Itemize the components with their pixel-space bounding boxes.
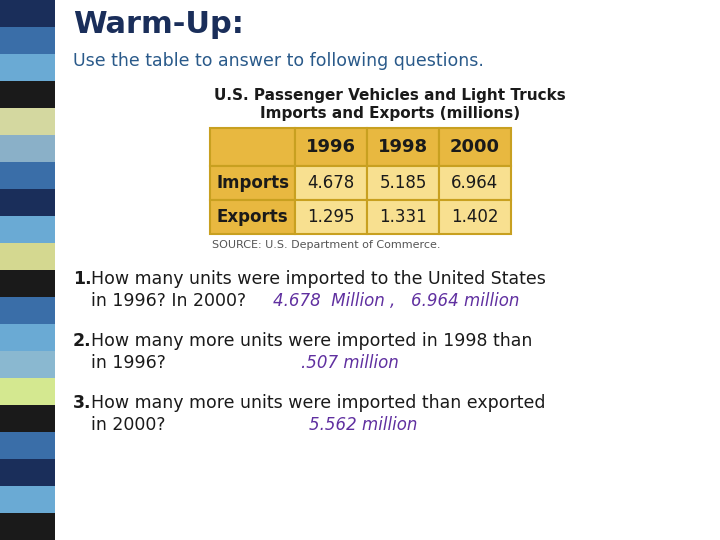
Text: Imports: Imports: [216, 174, 289, 192]
Bar: [295, 128, 367, 166]
Bar: [0, 0, 55, 27]
Text: .507 million: .507 million: [301, 354, 399, 372]
Bar: [367, 166, 439, 200]
Bar: [0, 27, 55, 54]
Bar: [0, 459, 55, 486]
Bar: [210, 128, 295, 166]
Bar: [0, 189, 55, 216]
Bar: [367, 200, 439, 234]
Text: 1.: 1.: [73, 270, 91, 288]
Bar: [439, 200, 511, 234]
Bar: [295, 166, 367, 200]
Text: 4.678  Million ,   6.964 million: 4.678 Million , 6.964 million: [273, 292, 519, 310]
Text: 2.: 2.: [73, 332, 91, 350]
Text: U.S. Passenger Vehicles and Light Trucks: U.S. Passenger Vehicles and Light Trucks: [214, 88, 566, 103]
Bar: [367, 128, 439, 166]
Text: 1.295: 1.295: [307, 208, 355, 226]
Text: Exports: Exports: [217, 208, 288, 226]
Bar: [0, 54, 55, 81]
Bar: [295, 200, 367, 234]
Bar: [0, 108, 55, 135]
Text: Warm-Up:: Warm-Up:: [73, 10, 244, 39]
Text: How many more units were imported in 1998 than: How many more units were imported in 199…: [91, 332, 532, 350]
Bar: [0, 162, 55, 189]
Text: in 2000?: in 2000?: [91, 416, 166, 434]
Text: 3.: 3.: [73, 394, 91, 412]
Bar: [0, 405, 55, 432]
Text: in 1996?: in 1996?: [91, 354, 166, 372]
Bar: [0, 378, 55, 405]
Text: How many more units were imported than exported: How many more units were imported than e…: [91, 394, 546, 412]
Text: 1.331: 1.331: [379, 208, 427, 226]
Text: Imports and Exports (millions): Imports and Exports (millions): [260, 106, 520, 121]
Bar: [0, 432, 55, 459]
Bar: [210, 200, 295, 234]
Bar: [0, 513, 55, 540]
Text: SOURCE: U.S. Department of Commerce.: SOURCE: U.S. Department of Commerce.: [212, 240, 441, 250]
Bar: [0, 243, 55, 270]
Text: 5.562 million: 5.562 million: [309, 416, 418, 434]
Text: 5.185: 5.185: [379, 174, 427, 192]
Text: 6.964: 6.964: [451, 174, 499, 192]
Bar: [0, 324, 55, 351]
Text: 1996: 1996: [306, 138, 356, 156]
Bar: [0, 81, 55, 108]
Text: in 1996? In 2000?: in 1996? In 2000?: [91, 292, 246, 310]
Bar: [0, 486, 55, 513]
Text: 1.402: 1.402: [451, 208, 499, 226]
Text: 1998: 1998: [378, 138, 428, 156]
Bar: [0, 216, 55, 243]
Bar: [0, 351, 55, 378]
Text: 2000: 2000: [450, 138, 500, 156]
Text: Use the table to answer to following questions.: Use the table to answer to following que…: [73, 52, 484, 70]
Bar: [0, 270, 55, 297]
Bar: [439, 128, 511, 166]
Bar: [0, 297, 55, 324]
Bar: [0, 135, 55, 162]
Text: 4.678: 4.678: [307, 174, 355, 192]
Text: How many units were imported to the United States: How many units were imported to the Unit…: [91, 270, 546, 288]
Bar: [210, 166, 295, 200]
Bar: [439, 166, 511, 200]
